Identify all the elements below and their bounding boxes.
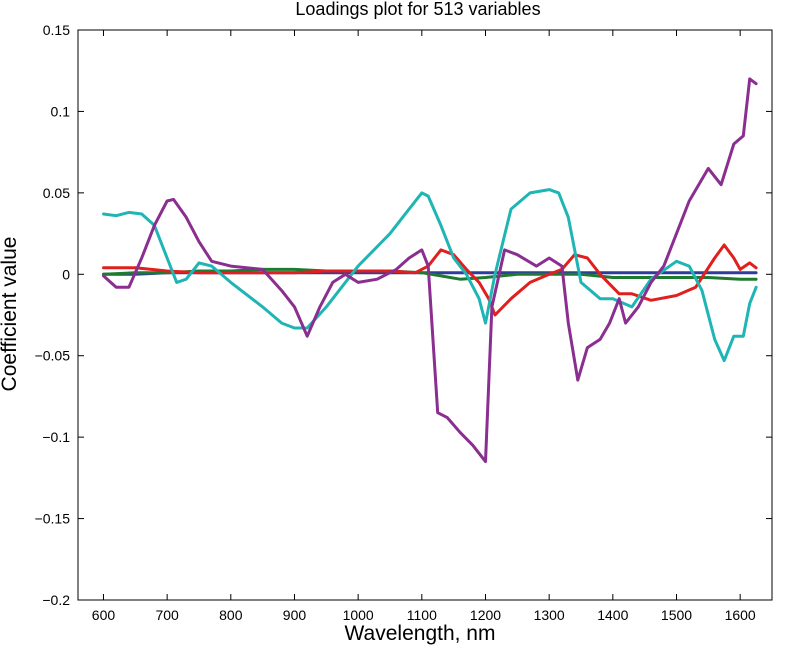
x-axis-label: Wavelength, nm <box>345 622 496 645</box>
series-line-pc4 <box>102 188 758 363</box>
y-tick-label: −0.05 <box>35 348 71 364</box>
x-axis: 600 700 800 900 1000 1100 1200 1300 1400 1500 1600 <box>92 30 756 623</box>
x-tick-label: 1400 <box>597 607 628 623</box>
y-tick-label: −0.2 <box>42 592 70 608</box>
series-line-pc3 <box>102 243 758 317</box>
x-tick-label: 800 <box>219 607 243 623</box>
x-tick-label: 600 <box>92 607 116 623</box>
x-tick-label: 1000 <box>343 607 374 623</box>
y-tick-label: −0.15 <box>35 511 71 527</box>
plot-frame <box>77 29 773 601</box>
y-tick-label: 0 <box>62 266 70 282</box>
x-tick-label: 1500 <box>661 607 692 623</box>
x-tick-label: 1300 <box>534 607 565 623</box>
x-tick-label: 1600 <box>725 607 756 623</box>
series-line-pc5 <box>102 77 758 464</box>
y-tick-label: 0.05 <box>43 185 70 201</box>
y-axis: −0.2 −0.15 −0.1 −0.05 0 0.05 0.1 0.15 <box>35 22 772 608</box>
x-tick-label: 1200 <box>470 607 501 623</box>
x-tick-label: 1100 <box>407 607 437 623</box>
y-axis-label: Coefficient value <box>0 237 21 392</box>
y-tick-label: 0.1 <box>51 103 71 119</box>
series-layer <box>102 77 758 464</box>
x-tick-label: 700 <box>155 607 179 623</box>
chart-title: Loadings plot for 513 variables <box>295 0 540 19</box>
y-tick-label: 0.15 <box>43 22 70 38</box>
x-tick-label: 900 <box>283 607 307 623</box>
y-tick-label: −0.1 <box>42 429 70 445</box>
